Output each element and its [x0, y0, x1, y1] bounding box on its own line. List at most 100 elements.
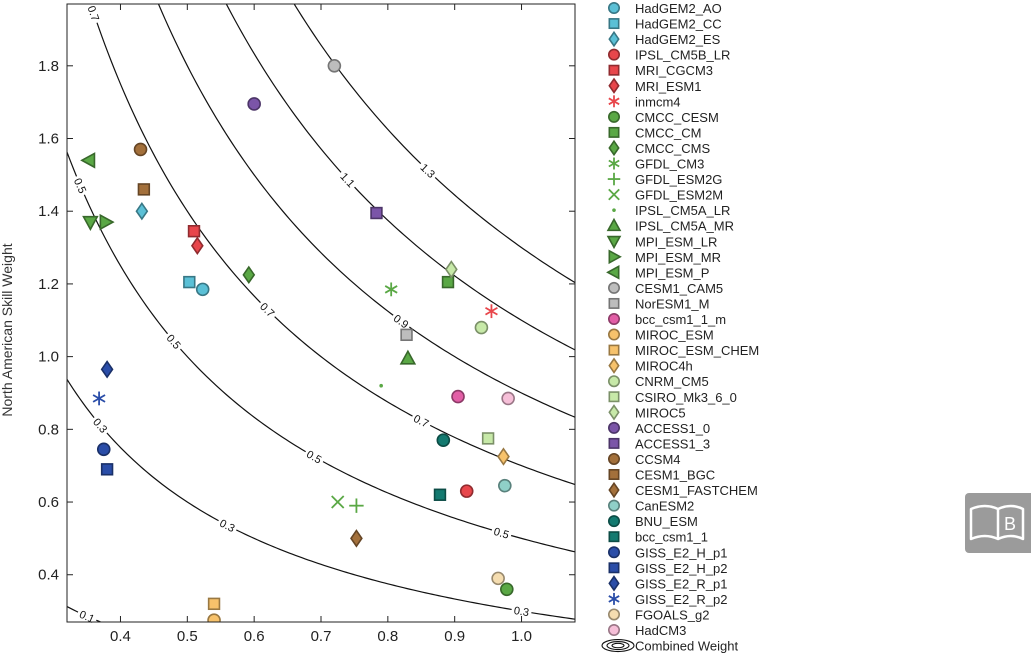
x-tick-label: 0.8: [377, 628, 398, 645]
legend-label: IPSL_CM5A_LR: [635, 203, 730, 218]
legend-marker: [607, 546, 620, 559]
legend-label: Combined Weight: [635, 639, 738, 654]
legend-label: GISS_E2_H_p1: [635, 545, 728, 560]
data-point-hadgem2-es: [135, 202, 149, 221]
y-tick-label: 1.8: [38, 58, 59, 75]
y-tick-label: 0.6: [38, 494, 59, 511]
data-point-fgoals-g2: [491, 571, 505, 586]
data-point-miroc-esm: [207, 613, 221, 622]
x-tick-label: 1.0: [511, 628, 532, 645]
legend-label: MIROC5: [635, 405, 686, 420]
legend-marker: [607, 281, 620, 294]
legend-label: MPI_ESM_MR: [635, 250, 721, 265]
data-point-miroc5: [444, 260, 458, 279]
legend-marker: [608, 562, 620, 574]
legend-label: MIROC_ESM_CHEM: [635, 343, 759, 358]
contour-label: 0.5: [492, 526, 510, 542]
legend-label: CESM1_CAM5: [635, 281, 723, 296]
legend-item: bcc_csm1_1_m: [607, 312, 726, 327]
data-point-cnrm-cm5: [474, 320, 489, 335]
legend-item-combined-weight: Combined Weight: [601, 639, 738, 654]
contour-line-5: [225, 4, 575, 351]
data-point-hadgem2-ao: [195, 282, 210, 297]
data-point-bcc-csm1-1: [433, 488, 447, 501]
legend-marker: [608, 77, 620, 94]
data-point-ccsm4: [133, 142, 148, 157]
legend-item: HadGEM2_AO: [607, 1, 722, 16]
legend-marker: [612, 208, 616, 212]
contour-label: 0.1: [77, 609, 96, 626]
legend-marker: [608, 95, 620, 108]
legend-marker: [607, 499, 620, 512]
legend-label: HadGEM2_ES: [635, 32, 721, 47]
legend-marker: [607, 375, 620, 388]
legend-marker: [608, 437, 620, 449]
legend-marker: [608, 469, 620, 480]
legend-label: HadCM3: [635, 623, 686, 638]
data-point-mpi-esm-lr: [82, 215, 99, 231]
contour-line-1: [67, 379, 575, 620]
data-point-giss-e2-r-p1: [100, 360, 114, 379]
legend-marker: [608, 139, 620, 157]
legend-item: inmcm4: [608, 94, 681, 109]
legend-item: CanESM2: [607, 499, 694, 514]
legend-label: MIROC_ESM: [635, 328, 714, 343]
x-tick-label: 0.4: [110, 628, 131, 645]
legend-label: HadGEM2_AO: [635, 1, 722, 16]
data-point-cesm1-bgc: [137, 183, 151, 196]
legend-item: CESM1_FASTCHEM: [608, 481, 758, 499]
legend-label: GFDL_ESM2G: [635, 172, 722, 187]
legend-label: CMCC_CM: [635, 125, 701, 140]
legend-item: ACCESS1_3: [608, 436, 710, 451]
legend-item: CNRM_CM5: [607, 374, 709, 389]
legend-marker: [607, 421, 620, 434]
data-point-miroc-esm-chem: [207, 597, 221, 611]
legend-item: CMCC_CM: [608, 125, 701, 140]
data-point-cesm1-cam5: [327, 59, 342, 73]
y-tick-label: 0.8: [38, 421, 59, 438]
legend-marker: [608, 18, 620, 30]
data-point-giss-e2-r-p2: [92, 391, 106, 406]
legend-marker: [608, 531, 620, 543]
legend-item: MIROC_ESM: [607, 328, 714, 343]
data-point-bnu-esm: [436, 433, 451, 448]
legend-item: NorESM1_M: [608, 296, 709, 311]
contour-label: 0.7: [85, 4, 101, 22]
legend-label: BNU_ESM: [635, 514, 698, 529]
legend-marker: [608, 30, 620, 48]
reader-mode-button[interactable]: B: [965, 493, 1031, 553]
legend-marker: [606, 217, 622, 232]
data-point-ipsl-cm5a-lr: [379, 383, 383, 388]
legend-item: GISS_E2_H_p2: [608, 561, 728, 576]
legend-marker: [608, 357, 620, 374]
legend-label: bcc_csm1_1_m: [635, 312, 726, 327]
legend-label: GFDL_CM3: [635, 157, 704, 172]
x-tick-label: 0.7: [311, 628, 332, 645]
legend-item: HadGEM2_CC: [608, 17, 722, 32]
data-point-gfdl-esm2g: [349, 498, 364, 513]
legend-marker: [608, 249, 622, 265]
legend-label: GISS_E2_R_p2: [635, 592, 728, 607]
legend-marker: [608, 297, 620, 309]
legend-item: CSIRO_Mk3_6_0: [608, 390, 737, 405]
legend-item: IPSL_CM5B_LR: [607, 48, 730, 63]
legend-label: CMCC_CMS: [635, 141, 710, 156]
legend-item: GFDL_ESM2M: [608, 188, 723, 203]
data-points: [80, 59, 515, 622]
legend-item: MRI_CGCM3: [608, 63, 713, 78]
legend-item: GFDL_CM3: [608, 157, 704, 172]
data-point-mpi-esm-mr: [99, 213, 115, 231]
legend-label: bcc_csm1_1: [635, 530, 708, 545]
legend-label: IPSL_CM5A_MR: [635, 219, 734, 234]
legend-marker: [607, 2, 620, 14]
legend-label: ACCESS1_3: [635, 436, 710, 451]
legend-item: IPSL_CM5A_LR: [612, 203, 730, 218]
legend-marker: [607, 172, 621, 186]
legend-marker: [608, 592, 620, 605]
legend-item: MPI_ESM_LR: [606, 234, 717, 249]
contour-line-3: [89, 4, 575, 486]
legend-item: CMCC_CESM: [607, 110, 719, 125]
legend-item: HadCM3: [607, 623, 686, 638]
legend-label: ACCESS1_0: [635, 421, 710, 436]
